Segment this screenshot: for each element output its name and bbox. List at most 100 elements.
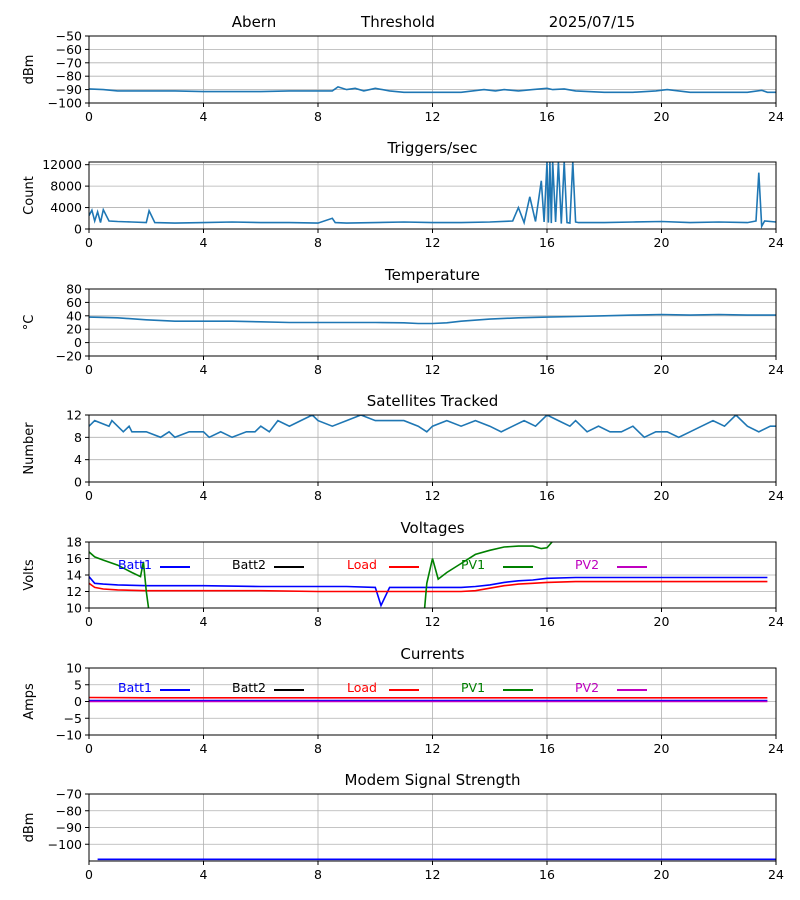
y-axis-label: Volts [22, 559, 37, 591]
x-tick-label: 12 [425, 488, 441, 503]
y-tick-label: 0 [74, 694, 82, 709]
mode-label: Threshold [360, 13, 435, 31]
y-axis-label: °C [22, 315, 37, 331]
x-tick-label: 8 [314, 362, 322, 377]
x-tick-label: 12 [425, 362, 441, 377]
series-line-triggers [89, 162, 776, 229]
x-tick-label: 12 [425, 741, 441, 756]
y-tick-label: −80 [56, 69, 82, 84]
y-tick-label: 40 [66, 308, 82, 323]
x-tick-label: 8 [314, 109, 322, 124]
y-tick-label: 20 [66, 322, 82, 337]
y-tick-label: −70 [56, 787, 82, 802]
x-tick-label: 0 [85, 614, 93, 629]
y-tick-label: −80 [56, 803, 82, 818]
x-tick-label: 20 [654, 235, 670, 250]
x-tick-label: 20 [654, 867, 670, 882]
x-tick-label: 12 [425, 867, 441, 882]
x-tick-label: 16 [539, 741, 555, 756]
y-tick-label: 18 [66, 535, 82, 550]
x-tick-label: 4 [200, 109, 208, 124]
x-tick-label: 12 [425, 235, 441, 250]
chart-title: Triggers/sec [387, 139, 478, 157]
y-tick-label: 60 [66, 295, 82, 310]
legend-label-batt1: Batt1 [118, 680, 152, 695]
y-tick-label: 8000 [50, 179, 82, 194]
series-line-temperature [89, 313, 776, 325]
legend-label-batt2: Batt2 [232, 680, 266, 695]
series-line-pv1 [423, 542, 554, 608]
y-axis-label: Number [22, 422, 37, 475]
x-tick-label: 8 [314, 488, 322, 503]
x-tick-label: 16 [539, 867, 555, 882]
x-tick-label: 8 [314, 235, 322, 250]
x-tick-label: 8 [314, 867, 322, 882]
chart-title: Temperature [384, 266, 480, 284]
panel-noise: 0 4 8 12 16 20 24 −100−90−80−70−60−50 dBm [22, 29, 784, 125]
x-tick-label: 12 [425, 109, 441, 124]
y-tick-label: −60 [56, 42, 82, 57]
series-line-satellites [89, 415, 776, 439]
y-tick-label: −90 [56, 82, 82, 97]
series-line-noise [89, 86, 776, 94]
y-tick-label: 12 [66, 408, 82, 423]
y-tick-label: 10 [66, 601, 82, 616]
date-label: 2025/07/15 [549, 13, 635, 31]
y-tick-label: −90 [56, 820, 82, 835]
x-tick-label: 24 [768, 235, 784, 250]
chart-title: Satellites Tracked [367, 392, 498, 410]
y-axis-label: dBm [22, 55, 37, 85]
y-tick-label: −50 [56, 29, 82, 44]
y-tick-label: 5 [74, 677, 82, 692]
panel-triggers: 0 4 8 12 16 20 24 0 4000 8000 12000 Triggers/sec Cou… [22, 139, 784, 250]
y-tick-label: 80 [66, 282, 82, 297]
y-tick-label: 8 [74, 430, 82, 445]
x-tick-label: 16 [539, 362, 555, 377]
legend-label-pv2: PV2 [575, 680, 599, 695]
y-tick-label: 14 [66, 568, 82, 583]
y-tick-label: 0 [74, 475, 82, 490]
x-tick-label: 8 [314, 741, 322, 756]
x-tick-label: 16 [539, 109, 555, 124]
x-tick-label: 4 [200, 488, 208, 503]
y-tick-label: −70 [56, 55, 82, 70]
y-axis-label: Count [22, 176, 37, 215]
x-tick-label: 0 [85, 867, 93, 882]
y-tick-label: 4000 [50, 200, 82, 215]
x-tick-label: 20 [654, 109, 670, 124]
y-axis-label: dBm [22, 813, 37, 843]
x-tick-label: 24 [768, 488, 784, 503]
chart-title: Voltages [400, 519, 464, 537]
panel-satellites: 0 4 8 12 16 20 24 0 4 8 12 Satellites Tracked Number [22, 392, 784, 503]
x-tick-label: 4 [200, 362, 208, 377]
x-tick-label: 0 [85, 362, 93, 377]
y-tick-label: 0 [74, 222, 82, 237]
x-tick-label: 0 [85, 235, 93, 250]
chart-title: Currents [400, 645, 464, 663]
x-tick-label: 12 [425, 614, 441, 629]
x-tick-label: 20 [654, 362, 670, 377]
series-line-batt1 [89, 576, 768, 608]
legend-label-batt1: Batt1 [118, 557, 152, 572]
figure-header: Abern Threshold 2025/07/15 [232, 13, 635, 31]
y-tick-label: 16 [66, 551, 82, 566]
x-tick-label: 8 [314, 614, 322, 629]
series-line-load [89, 580, 768, 593]
x-tick-label: 24 [768, 741, 784, 756]
legend-label-load: Load [347, 557, 377, 572]
x-tick-label: 16 [539, 235, 555, 250]
y-tick-label: −100 [48, 96, 82, 111]
y-tick-label: 12 [66, 584, 82, 599]
y-tick-label: −10 [56, 728, 82, 743]
y-tick-label: 10 [66, 661, 82, 676]
x-tick-label: 4 [200, 235, 208, 250]
x-tick-label: 0 [85, 488, 93, 503]
x-tick-label: 24 [768, 362, 784, 377]
x-tick-label: 24 [768, 614, 784, 629]
x-tick-label: 16 [539, 488, 555, 503]
x-tick-label: 16 [539, 614, 555, 629]
